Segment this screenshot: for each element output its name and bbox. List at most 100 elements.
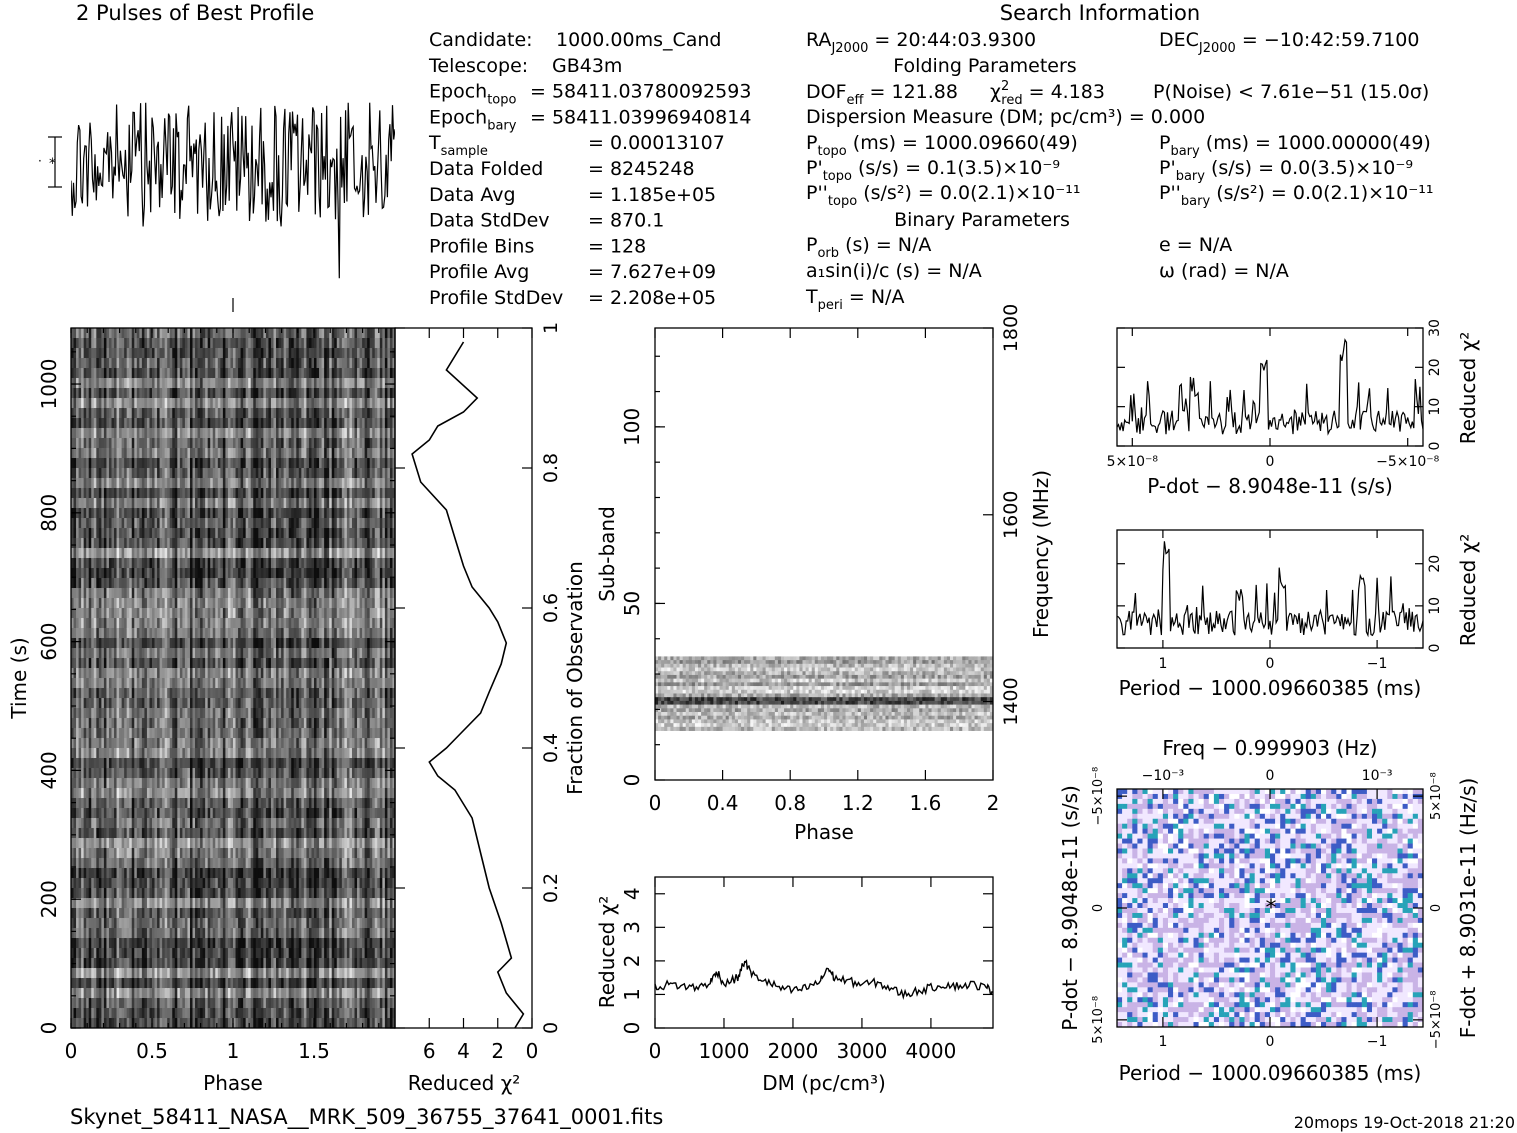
pixel [91,348,95,359]
pixel [197,628,201,639]
pixel [177,558,181,569]
pixel [172,1008,176,1019]
pixel [98,398,102,409]
pixel [197,668,201,679]
pixel [197,518,201,529]
pixel [197,498,201,509]
pixel [162,488,166,499]
pixel [210,808,214,819]
pixel [141,468,145,479]
pixel [126,468,130,479]
pixel [200,608,204,619]
pixel [108,508,112,519]
pixel [227,338,231,349]
pixel [88,368,92,379]
pixel [162,908,166,919]
pixel [192,948,196,959]
pixel [129,898,133,909]
pixel [114,898,117,909]
pixel [174,758,178,769]
pixel [116,1008,120,1019]
pixel [139,408,143,419]
pixel [195,868,198,879]
pixel [81,448,85,459]
pixel [86,698,90,709]
pixel [98,718,102,729]
pixel [195,798,198,809]
pixel [162,1018,166,1028]
pixel [230,688,234,699]
pixel [126,568,130,579]
pixel [91,518,95,529]
pixel [78,978,82,989]
pixel [164,448,168,459]
pixel [83,388,87,399]
pixel [217,1008,221,1019]
pixel [76,948,79,959]
pixel [220,818,224,829]
pixel [215,368,219,379]
pixel [86,338,90,349]
pixel [220,668,224,679]
pixel [197,398,201,409]
pixel [108,408,112,419]
pixel [238,718,241,729]
pixel [164,718,168,729]
pixel [243,568,247,579]
pixel [192,468,196,479]
pixel [91,388,95,399]
pixel [98,558,102,569]
pixel [73,448,77,459]
pixel [106,738,110,749]
pixel [172,878,176,889]
time-phase-image [71,328,395,1028]
pixel [207,428,211,439]
pixel [238,828,241,839]
pixel [71,608,74,619]
pixel [146,738,150,749]
pixel [202,948,206,959]
pixel [124,518,128,529]
pixel [159,718,163,729]
pixel [96,618,100,629]
pixel [200,788,204,799]
pixel [83,1008,87,1019]
pixel [103,338,107,349]
pixel [129,848,133,859]
pixel [157,948,160,959]
pixel [81,1018,85,1028]
pixel [136,598,140,609]
pixel [184,798,188,809]
pixel [238,538,241,549]
ecc-value: e = N/A [1159,234,1232,256]
pixel [124,468,128,479]
pixel [76,778,79,789]
pixel [205,918,209,929]
pixel [101,998,105,1009]
pixel [220,748,224,759]
pixel [121,568,125,579]
pixel [106,428,110,439]
pixel [157,418,160,429]
pixel [119,538,123,549]
pixel [225,838,229,849]
pixel [184,628,188,639]
pixel [86,708,90,719]
pixel [220,758,224,769]
pixel [93,348,97,359]
pixel [200,488,204,499]
pixel [169,938,173,949]
pixel [212,988,216,999]
pixel [71,768,74,779]
pixel [101,358,105,369]
pixel [91,448,95,459]
pixel [146,988,150,999]
pixel [177,918,181,929]
pixel [129,628,133,639]
pixel [172,398,176,409]
pixel [126,758,130,769]
pixel [205,498,209,509]
pixel [114,608,117,619]
pixel [146,548,150,559]
